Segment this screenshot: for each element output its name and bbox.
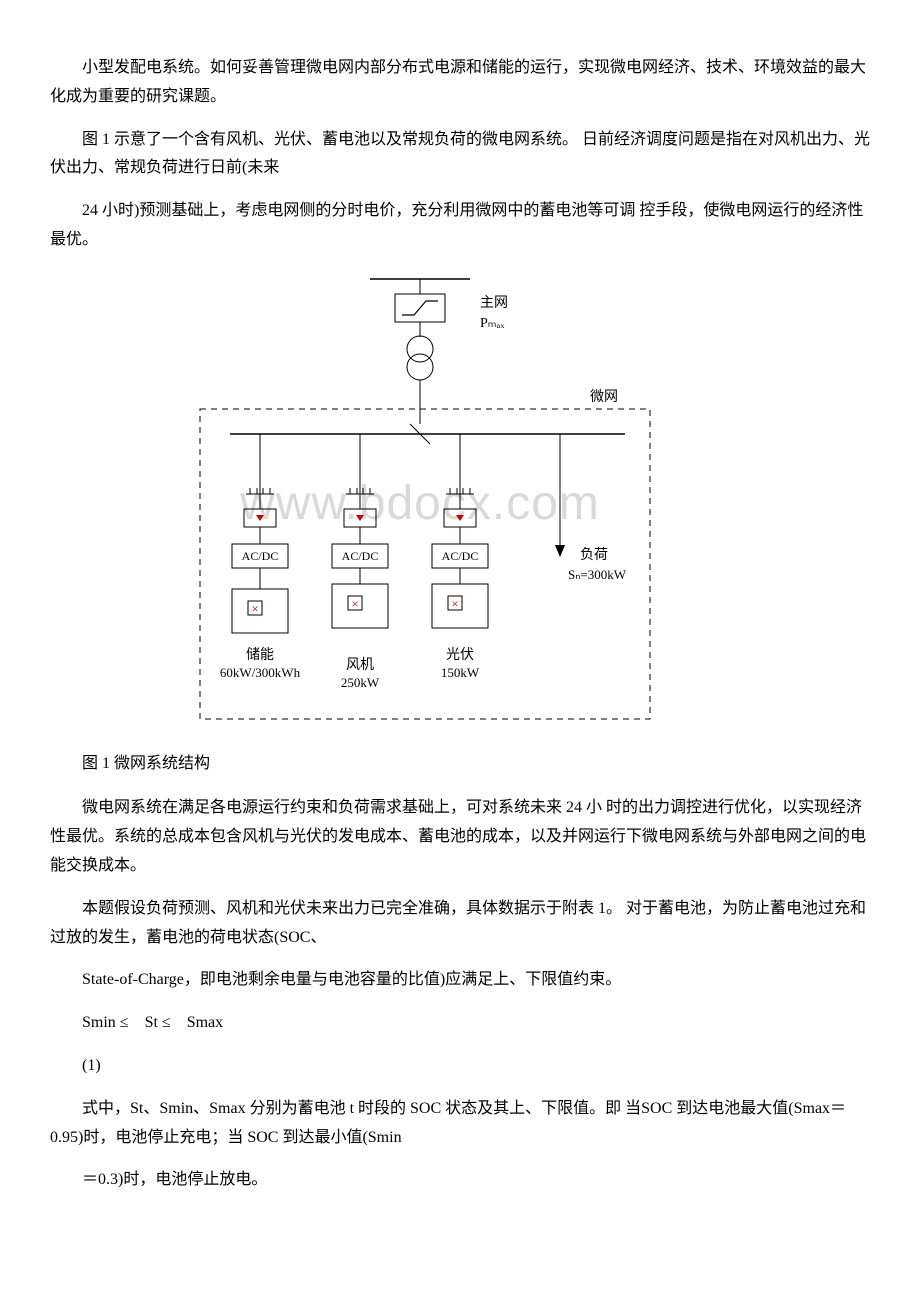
load-rating: Sₙ=300kW	[568, 567, 627, 582]
wind-name: 风机	[346, 657, 374, 673]
paragraph: 本题假设负荷预测、风机和光伏未来出力已完全准确，具体数据示于附表 1。 对于蓄电…	[50, 895, 870, 953]
storage-rating: 60kW/300kWh	[220, 665, 301, 680]
storage-name: 储能	[246, 647, 274, 663]
svg-text:×: ×	[251, 601, 258, 616]
wind-rating: 250kW	[341, 675, 380, 690]
paragraph: 24 小时)预测基础上，考虑电网侧的分时电价，充分利用微网中的蓄电池等可调 控手…	[50, 197, 870, 255]
pmax-label: Pₘₐₓ	[480, 316, 505, 331]
microgrid-label: 微网	[590, 389, 618, 405]
formula: Smin ≤ St ≤ Smax	[50, 1009, 870, 1038]
formula-number: (1)	[50, 1052, 870, 1081]
text: ＝0.3)时，电池停止放电。	[82, 1171, 267, 1188]
figure-caption: 图 1 微网系统结构	[50, 750, 870, 779]
text: 小型发配电系统。如何妥善管理微电网内部分布式电源和储能的运行，实现微电网经济、技…	[50, 59, 866, 105]
paragraph: ＝0.3)时，电池停止放电。	[50, 1166, 870, 1195]
paragraph: 式中，St、Smin、Smax 分别为蓄电池 t 时段的 SOC 状态及其上、下…	[50, 1095, 870, 1153]
text: 微电网系统在满足各电源运行约束和负荷需求基础上，可对系统未来 24 小 时的出力…	[50, 799, 866, 874]
paragraph: 微电网系统在满足各电源运行约束和负荷需求基础上，可对系统未来 24 小 时的出力…	[50, 794, 870, 880]
text: 本题假设负荷预测、风机和光伏未来出力已完全准确，具体数据示于附表 1。 对于蓄电…	[50, 900, 866, 946]
text: State-of-Charge，即电池剩余电量与电池容量的比值)应满足上、下限值…	[82, 971, 621, 988]
paragraph: State-of-Charge，即电池剩余电量与电池容量的比值)应满足上、下限值…	[50, 966, 870, 995]
microgrid-diagram: www.bdocx.com 主网 Pₘₐₓ 微网	[170, 269, 670, 740]
text: 图 1 示意了一个含有风机、光伏、蓄电池以及常规负荷的微电网系统。 日前经济调度…	[50, 131, 870, 177]
acdc-label: AC/DC	[242, 549, 279, 563]
pv-name: 光伏	[446, 647, 474, 663]
text: 24 小时)预测基础上，考虑电网侧的分时电价，充分利用微网中的蓄电池等可调 控手…	[50, 202, 863, 248]
svg-text:×: ×	[451, 596, 458, 611]
formula-text: Smin ≤ St ≤ Smax	[82, 1014, 223, 1031]
pv-rating: 150kW	[441, 665, 480, 680]
acdc-label: AC/DC	[342, 549, 379, 563]
acdc-label: AC/DC	[442, 549, 479, 563]
fnum-text: (1)	[82, 1057, 101, 1074]
paragraph: 图 1 示意了一个含有风机、光伏、蓄电池以及常规负荷的微电网系统。 日前经济调度…	[50, 126, 870, 184]
load-name: 负荷	[580, 547, 608, 563]
diagram-svg: 主网 Pₘₐₓ 微网 AC/DC	[170, 269, 670, 729]
caption-text: 图 1 微网系统结构	[82, 755, 210, 772]
svg-text:×: ×	[351, 596, 358, 611]
paragraph: 小型发配电系统。如何妥善管理微电网内部分布式电源和储能的运行，实现微电网经济、技…	[50, 54, 870, 112]
text: 式中，St、Smin、Smax 分别为蓄电池 t 时段的 SOC 状态及其上、下…	[50, 1100, 846, 1146]
main-grid-label: 主网	[480, 295, 508, 311]
